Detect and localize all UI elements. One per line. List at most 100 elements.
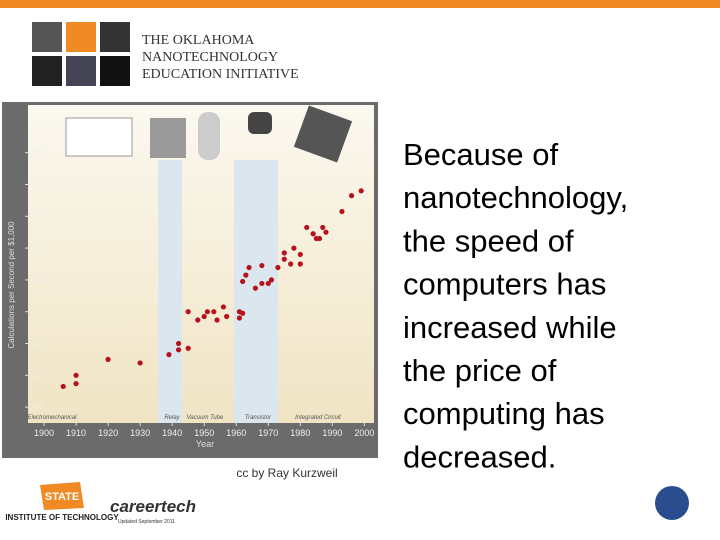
x-tick-label: 1920 [98,428,118,438]
data-point [166,352,172,358]
data-point [204,309,211,315]
y-tick-label: 10-6 [30,402,45,412]
data-point [240,278,246,285]
body-line: the speed of [403,223,574,258]
data-point [175,347,182,353]
careertech-logo: careertech [110,497,196,516]
data-point [281,250,287,256]
tick-base: 10 [28,149,37,158]
data-point [297,261,303,267]
data-point [236,315,243,321]
tick-exponent: 10 [37,148,44,154]
data-point [73,381,79,387]
data-point [195,317,201,323]
data-point [316,235,323,242]
y-tick-label: 106 [32,211,45,221]
data-point [320,224,326,231]
tick-base: 10 [32,276,41,285]
tick-base: 10 [30,371,39,380]
x-tick-label: 1930 [130,428,150,438]
body-line: the price of [403,353,557,388]
data-point [358,188,364,194]
era-label: Electromechanical [27,415,77,421]
tick-base: 10 [30,403,39,412]
tick-base: 1 [40,308,45,317]
y-tick-label: 10-4 [30,370,45,380]
x-tick-label: 1980 [290,428,310,438]
data-point [268,277,275,283]
body-line: Because of [403,137,558,172]
data-point [211,309,217,315]
data-point [339,208,345,215]
body-line: increased while [403,310,617,345]
top-bar [0,0,720,8]
data-point [220,304,227,310]
y-tick-label: 104 [32,243,45,253]
x-tick-label: 1960 [226,428,246,438]
data-point [175,340,182,347]
tick-exponent: 4 [41,243,45,249]
state-logo: STATE [45,491,79,503]
era-band [234,160,278,423]
data-point [281,256,287,262]
tick-exponent: 8 [41,180,45,186]
data-point [323,229,329,235]
x-tick-label: 1990 [322,428,342,438]
data-point [297,251,303,258]
y-tick-label: 102 [32,275,45,285]
data-point [240,310,246,316]
y-tick-label: 10-2 [30,339,45,349]
header-title: THE OKLAHOMA [142,33,255,48]
data-point [243,272,249,278]
tick-base: 10 [32,244,41,253]
x-tick-label: 1970 [258,428,278,438]
data-point [60,383,66,390]
data-point [201,313,207,320]
era-band [158,160,182,423]
header-logo [32,22,130,86]
body-line: nanotechnology, [403,180,628,215]
tick-base: 10 [32,212,41,221]
data-point [214,317,220,323]
y-tick-label: 1010 [28,148,44,158]
y-tick-label: 108 [32,180,45,190]
body-line: decreased. [403,439,556,474]
y-tick-label: 1 [40,308,45,317]
plot-area [28,105,374,423]
tick-base: 10 [32,181,41,190]
x-tick-label: 1950 [194,428,214,438]
era-label: Transistor [245,415,272,421]
data-point [310,231,316,237]
tick-exponent: 2 [41,275,45,281]
y-axis-label: Calculations per Second per $1,000 [7,221,16,349]
x-axis-label: Year [196,439,214,449]
footer-logos [40,482,689,520]
data-point [259,262,265,269]
data-point [185,345,191,351]
data-point [224,313,230,320]
data-point [259,280,265,287]
data-point [246,264,252,271]
data-point [304,224,310,231]
header-title: NANOTECHNOLOGY [142,50,278,65]
era-label: Vacuum Tube [187,415,224,421]
data-point [252,285,259,291]
x-tick-label: 2000 [354,428,374,438]
data-point [275,264,281,271]
credit: cc by Ray Kurzweil [236,466,337,480]
data-point [348,193,355,199]
tick-exponent: -2 [39,339,45,345]
data-point [137,360,143,366]
tick-exponent: -6 [39,402,45,408]
header-title: EDUCATION INITIATIVE [142,67,299,82]
institute-name: INSTITUTE OF TECHNOLOGY [5,513,119,522]
data-point [288,261,294,267]
tick-base: 10 [30,340,39,349]
body-line: computers has [403,267,606,302]
x-tick-label: 1900 [34,428,54,438]
x-tick-label: 1940 [162,428,182,438]
data-point [105,356,111,362]
era-label: Relay [164,415,180,421]
device-images [65,105,353,163]
